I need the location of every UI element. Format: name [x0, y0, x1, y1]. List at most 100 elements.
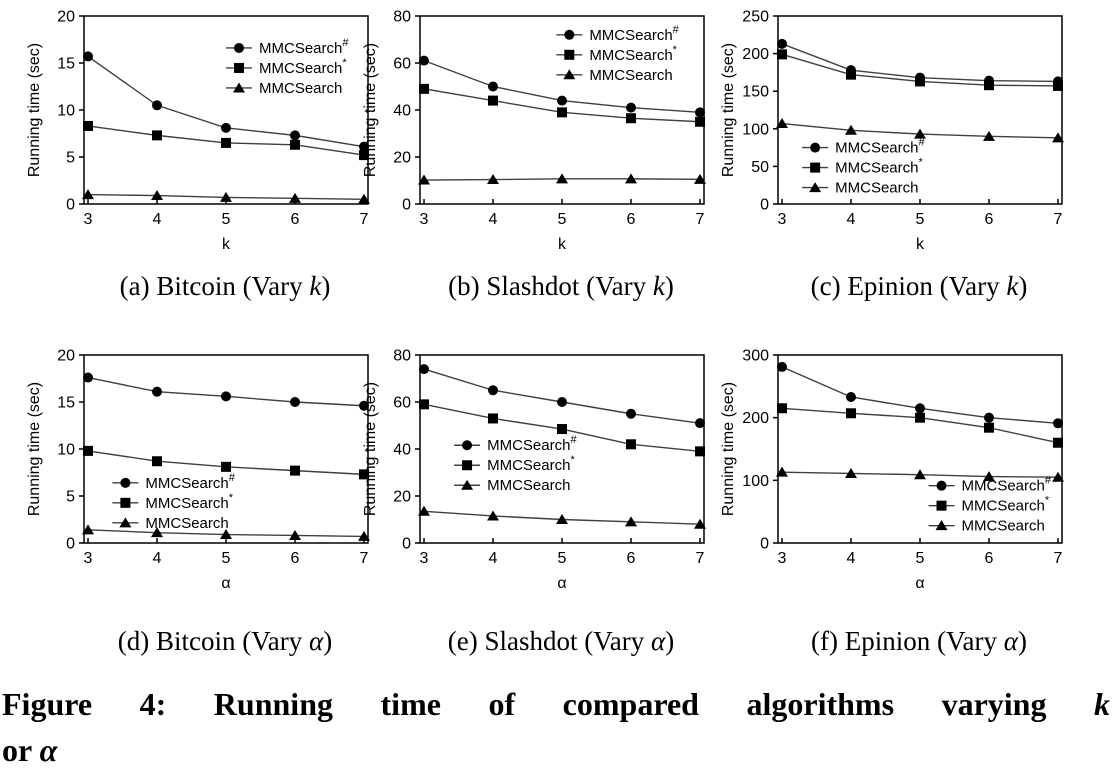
- line-chart-svg: 0 20 40 60 80 3 4 5 6 7 Running time (sec) α MMCSear…: [362, 348, 706, 592]
- caption-variable: α: [1003, 626, 1018, 656]
- svg-text:40: 40: [393, 442, 411, 459]
- svg-text:5: 5: [222, 550, 231, 567]
- svg-text:5: 5: [916, 550, 925, 567]
- svg-text:α: α: [557, 575, 566, 591]
- svg-text:MMCSearch*: MMCSearch*: [589, 44, 677, 64]
- svg-text:Running time (sec): Running time (sec): [26, 43, 43, 177]
- caption-variable: k: [309, 271, 322, 301]
- svg-text:100: 100: [742, 473, 769, 490]
- title-text: Figure 4: Running time of compared algor…: [2, 686, 1047, 722]
- svg-text:MMCSearch*: MMCSearch*: [259, 57, 347, 77]
- figure-title-line1: Figure 4: Running time of compared algor…: [2, 681, 1110, 727]
- svg-text:7: 7: [1054, 211, 1063, 228]
- caption-variable: α: [651, 626, 666, 656]
- svg-text:MMCSearch: MMCSearch: [487, 477, 570, 494]
- svg-text:4: 4: [153, 211, 162, 228]
- svg-text:MMCSearch: MMCSearch: [259, 80, 342, 97]
- caption-close: ): [665, 626, 675, 656]
- svg-text:MMCSearch#: MMCSearch#: [835, 137, 925, 157]
- svg-text:MMCSearch*: MMCSearch*: [487, 454, 575, 474]
- svg-text:40: 40: [393, 103, 411, 120]
- caption-epinion-vary-k: (c) Epinion (Vary k): [719, 271, 1112, 302]
- title-text: or: [2, 732, 32, 768]
- svg-text:7: 7: [1054, 550, 1063, 567]
- svg-text:MMCSearch#: MMCSearch#: [487, 434, 577, 454]
- svg-text:300: 300: [742, 348, 769, 365]
- line-chart-svg: 0 50 100 150 200 250 3 4 5 6 7 Running time (sec) k M…: [720, 9, 1064, 253]
- caption-text: (e) Slashdot (Vary: [447, 626, 651, 656]
- svg-text:0: 0: [66, 536, 75, 553]
- line-chart-svg: 0 5 10 15 20 3 4 5 6 7 Running time (sec) α MMCSearc…: [26, 348, 370, 592]
- svg-text:7: 7: [360, 211, 369, 228]
- caption-text: (a) Bitcoin (Vary: [119, 271, 310, 301]
- svg-text:80: 80: [393, 348, 411, 365]
- chart-slashdot-vary-alpha: 0 20 40 60 80 3 4 5 6 7 Running time (sec) α MMCSear…: [362, 341, 712, 592]
- svg-text:6: 6: [627, 550, 636, 567]
- svg-text:Running time (sec): Running time (sec): [362, 43, 379, 177]
- svg-text:4: 4: [847, 550, 856, 567]
- svg-text:MMCSearch#: MMCSearch#: [145, 472, 235, 492]
- svg-text:Running time (sec): Running time (sec): [720, 382, 737, 516]
- svg-text:5: 5: [558, 211, 567, 228]
- line-chart-svg: 0 100 200 300 3 4 5 6 7 Running time (sec) α MMCSea…: [720, 348, 1064, 592]
- svg-text:50: 50: [751, 159, 769, 176]
- caption-slashdot-vary-k: (b) Slashdot (Vary k): [361, 271, 761, 302]
- caption-epinion-vary-alpha: (f) Epinion (Vary α): [719, 626, 1112, 657]
- svg-text:α: α: [221, 575, 230, 591]
- svg-text:6: 6: [985, 211, 994, 228]
- svg-text:20: 20: [393, 150, 411, 167]
- svg-text:250: 250: [742, 9, 769, 26]
- svg-text:k: k: [558, 236, 567, 252]
- svg-text:15: 15: [57, 395, 75, 412]
- caption-variable: k: [652, 271, 665, 301]
- caption-close: ): [664, 271, 674, 301]
- caption-variable: k: [1006, 271, 1019, 301]
- chart-epinion-vary-k: 0 50 100 150 200 250 3 4 5 6 7 Running time (sec) k M…: [720, 2, 1070, 253]
- svg-text:5: 5: [558, 550, 567, 567]
- svg-text:4: 4: [489, 211, 498, 228]
- svg-text:3: 3: [420, 211, 429, 228]
- svg-text:3: 3: [778, 550, 787, 567]
- svg-text:MMCSearch#: MMCSearch#: [962, 475, 1052, 495]
- chart-epinion-vary-alpha: 0 100 200 300 3 4 5 6 7 Running time (sec) α MMCSea…: [720, 341, 1070, 592]
- svg-text:0: 0: [402, 197, 411, 214]
- svg-text:7: 7: [360, 550, 369, 567]
- caption-bitcoin-vary-k: (a) Bitcoin (Vary k): [25, 271, 425, 302]
- caption-slashdot-vary-alpha: (e) Slashdot (Vary α): [361, 626, 761, 657]
- svg-text:0: 0: [402, 536, 411, 553]
- svg-text:3: 3: [84, 211, 93, 228]
- figure-title-line2: or α: [2, 727, 1110, 773]
- svg-text:MMCSearch*: MMCSearch*: [145, 492, 233, 512]
- line-chart-svg: 0 5 10 15 20 3 4 5 6 7 Running time (sec) k MMCSearc…: [26, 9, 370, 253]
- caption-text: (f) Epinion (Vary: [811, 626, 1004, 656]
- svg-text:0: 0: [760, 536, 769, 553]
- caption-close: ): [1017, 626, 1027, 656]
- figure-title: Figure 4: Running time of compared algor…: [2, 681, 1110, 773]
- caption-close: ): [1018, 271, 1028, 301]
- caption-text: (b) Slashdot (Vary: [448, 271, 653, 301]
- svg-text:MMCSearch*: MMCSearch*: [962, 495, 1050, 515]
- svg-text:20: 20: [57, 9, 75, 26]
- svg-text:200: 200: [742, 46, 769, 63]
- svg-text:3: 3: [420, 550, 429, 567]
- svg-text:60: 60: [393, 395, 411, 412]
- svg-text:MMCSearch: MMCSearch: [835, 180, 918, 197]
- line-chart-svg: 0 20 40 60 80 3 4 5 6 7 Running time (sec) k MMCSear…: [362, 9, 706, 253]
- title-variable-k: k: [1094, 686, 1111, 722]
- caption-text: (d) Bitcoin (Vary: [117, 626, 309, 656]
- svg-text:MMCSearch: MMCSearch: [145, 515, 228, 532]
- svg-text:6: 6: [985, 550, 994, 567]
- svg-text:4: 4: [153, 550, 162, 567]
- svg-text:100: 100: [742, 121, 769, 138]
- caption-close: ): [323, 626, 333, 656]
- svg-text:200: 200: [742, 410, 769, 427]
- chart-slashdot-vary-k: 0 20 40 60 80 3 4 5 6 7 Running time (sec) k MMCSear…: [362, 2, 712, 253]
- caption-bitcoin-vary-alpha: (d) Bitcoin (Vary α): [25, 626, 425, 657]
- svg-text:80: 80: [393, 9, 411, 26]
- svg-text:10: 10: [57, 442, 75, 459]
- svg-text:4: 4: [489, 550, 498, 567]
- svg-text:Running time (sec): Running time (sec): [26, 382, 43, 516]
- chart-bitcoin-vary-k: 0 5 10 15 20 3 4 5 6 7 Running time (sec) k MMCSearc…: [26, 2, 376, 253]
- svg-text:MMCSearch: MMCSearch: [962, 518, 1045, 535]
